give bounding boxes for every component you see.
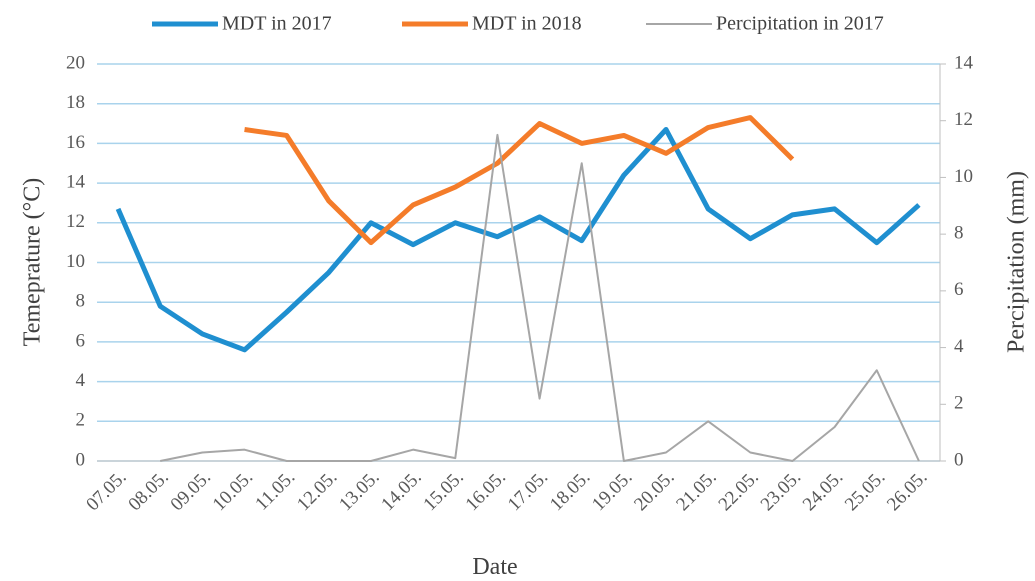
- x-tick-label: 11.05.: [251, 467, 299, 515]
- y2-tick-label: 14: [954, 52, 974, 73]
- x-tick-label: 07.05.: [82, 467, 130, 515]
- series-line: [115, 127, 921, 353]
- legend-label: Percipitation in 2017: [716, 13, 884, 35]
- y2-tick-label: 2: [954, 393, 964, 414]
- y-axis-label: Temeprature (°C): [20, 178, 46, 347]
- y2-axis-label: Percipitation (mm): [1004, 171, 1030, 353]
- y2-tick-label: 10: [954, 166, 973, 187]
- x-tick-label: 16.05.: [462, 467, 510, 515]
- y-tick-label: 0: [76, 449, 86, 470]
- x-axis-label: Date: [472, 554, 517, 580]
- y-tick-label: 10: [66, 251, 85, 272]
- y-tick-label: 20: [66, 52, 85, 73]
- series-line: [160, 133, 920, 462]
- x-tick-label: 12.05.: [293, 467, 341, 515]
- x-tick-label: 09.05.: [167, 467, 215, 515]
- x-tick-label: 19.05.: [588, 467, 636, 515]
- x-tick-label: 21.05.: [672, 467, 720, 515]
- x-tick-label: 26.05.: [883, 467, 931, 515]
- x-tick-label: 17.05.: [504, 467, 552, 515]
- x-tick-label: 14.05.: [377, 467, 425, 515]
- x-tick-label: 23.05.: [757, 467, 805, 515]
- x-tick-label: 25.05.: [841, 467, 889, 515]
- y-tick-label: 2: [76, 410, 86, 431]
- y2-tick-label: 0: [954, 449, 964, 470]
- legend-label: MDT in 2017: [222, 13, 332, 35]
- y-tick-label: 14: [66, 171, 86, 192]
- x-tick-label: 10.05.: [209, 467, 257, 515]
- y-tick-label: 16: [66, 132, 85, 153]
- series-line: [244, 115, 795, 246]
- x-tick-label: 13.05.: [335, 467, 383, 515]
- y-tick-label: 4: [76, 370, 86, 391]
- y-tick-label: 6: [76, 330, 86, 351]
- y2-tick-label: 8: [954, 223, 964, 244]
- y2-tick-label: 6: [954, 279, 964, 300]
- x-tick-label: 18.05.: [546, 467, 594, 515]
- y-tick-label: 12: [66, 211, 85, 232]
- y-tick-label: 18: [66, 92, 85, 113]
- y-tick-label: 8: [76, 291, 86, 312]
- y2-tick-label: 12: [954, 109, 973, 130]
- x-tick-label: 22.05.: [715, 467, 763, 515]
- x-tick-label: 24.05.: [799, 467, 847, 515]
- legend-label: MDT in 2018: [472, 13, 582, 35]
- x-tick-label: 20.05.: [630, 467, 678, 515]
- y2-tick-label: 4: [954, 336, 964, 357]
- x-tick-label: 08.05.: [124, 467, 172, 515]
- x-tick-label: 15.05.: [419, 467, 467, 515]
